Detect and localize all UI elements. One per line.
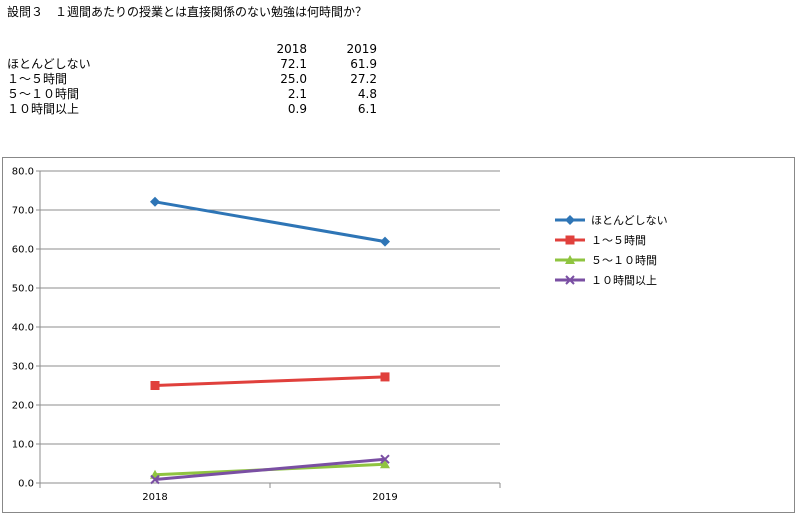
y-tick-label: 50.0 [12, 284, 34, 295]
data-point [380, 459, 390, 469]
y-tick-label: 70.0 [12, 206, 34, 217]
header-2018: 2018 [276, 42, 307, 56]
y-tick-label: 0.0 [18, 479, 34, 490]
data-point [380, 372, 390, 382]
series-line-1 [154, 375, 386, 387]
legend-label-0: ほとんどしない [591, 214, 668, 227]
data-point [150, 381, 160, 390]
x-tick-label: 2018 [142, 492, 167, 503]
legend: ほとんどしない １～５時間 ５～１０時間 １０時間以上 [555, 214, 668, 287]
marker-stroke [565, 275, 575, 285]
table-row: １０時間以上 0.9 6.1 [7, 102, 407, 117]
value-2019: 27.2 [350, 72, 377, 86]
legend-marker [565, 235, 575, 245]
y-axis-ticks: 0.0 10.0 20.0 30.0 40.0 50.0 60.0 70.0 80.0 [12, 167, 34, 490]
y-tick-label: 60.0 [12, 245, 34, 256]
legend-label-2: ５～１０時間 [591, 254, 657, 267]
gridlines [36, 170, 501, 488]
legend-marker [565, 275, 575, 285]
table-row: ほとんどしない 72.1 61.9 [7, 57, 407, 72]
value-2018: 2.1 [287, 87, 307, 101]
series-lines [150, 196, 390, 485]
series-line-3 [154, 457, 386, 481]
marker-stroke [380, 454, 390, 464]
x-tick-label: 2019 [372, 492, 397, 503]
value-2018: 25.0 [280, 72, 307, 86]
data-point [150, 474, 160, 485]
legend-label-1: １～５時間 [591, 234, 646, 247]
table-row: ５～１０時間 2.1 4.8 [7, 87, 407, 102]
chart-frame: 0.0 10.0 20.0 30.0 40.0 50.0 60.0 70.0 80.0 2018… [2, 157, 795, 513]
row-label: １～５時間 [7, 72, 68, 86]
table-row: １～５時間 25.0 27.2 [7, 72, 407, 87]
series-line-0 [154, 200, 386, 244]
value-2019: 6.1 [357, 102, 377, 116]
table-header-row: 2018 2019 [7, 42, 407, 57]
value-2018: 0.9 [287, 102, 307, 116]
data-point [380, 236, 390, 247]
value-2018: 72.1 [280, 57, 307, 71]
question-title: 設問３ １週間あたりの授業とは直接関係のない勉強は何時間か？ [7, 5, 368, 19]
marker-stroke [150, 474, 160, 485]
y-tick-label: 40.0 [12, 323, 34, 334]
value-2019: 61.9 [350, 57, 377, 71]
y-tick-label: 10.0 [12, 440, 34, 451]
data-point [150, 196, 160, 207]
header-2019: 2019 [346, 42, 377, 56]
y-tick-label: 30.0 [12, 362, 34, 373]
x-axis-ticks: 2018 2019 [142, 492, 397, 503]
legend-label-3: １０時間以上 [591, 274, 657, 287]
row-label: ５～１０時間 [7, 87, 80, 101]
y-tick-label: 80.0 [12, 167, 34, 178]
y-tick-label: 20.0 [12, 401, 34, 412]
value-2019: 4.8 [357, 87, 377, 101]
line-chart: 0.0 10.0 20.0 30.0 40.0 50.0 60.0 70.0 80.0 2018… [12, 167, 668, 504]
row-label: ほとんどしない [7, 57, 91, 71]
data-table: 2018 2019 ほとんどしない 72.1 61.9 １～５時間 25.0 2… [7, 42, 407, 117]
legend-marker [565, 215, 575, 225]
data-point [380, 454, 390, 464]
row-label: １０時間以上 [7, 102, 80, 116]
legend-marker [565, 255, 575, 264]
